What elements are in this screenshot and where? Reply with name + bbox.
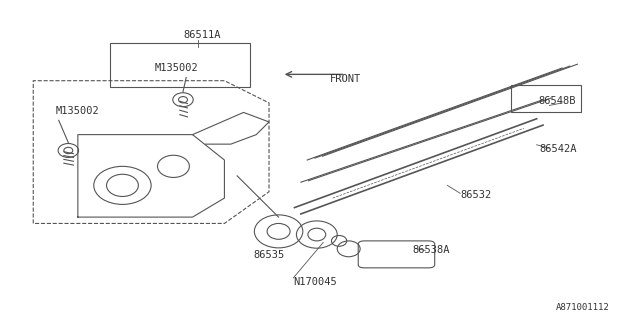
Text: 86548B: 86548B <box>539 96 576 106</box>
Text: 86542A: 86542A <box>540 144 577 154</box>
Text: 86535: 86535 <box>253 250 284 260</box>
Bar <box>109 43 250 87</box>
Text: 86538A: 86538A <box>412 245 450 255</box>
Text: A871001112: A871001112 <box>556 303 609 312</box>
Text: 86511A: 86511A <box>183 30 221 40</box>
Text: M135002: M135002 <box>56 106 99 116</box>
Text: FRONT: FRONT <box>330 74 362 84</box>
Text: 86532: 86532 <box>460 190 492 200</box>
Bar <box>511 85 581 112</box>
Text: N170045: N170045 <box>293 277 337 287</box>
Text: M135002: M135002 <box>154 63 198 73</box>
